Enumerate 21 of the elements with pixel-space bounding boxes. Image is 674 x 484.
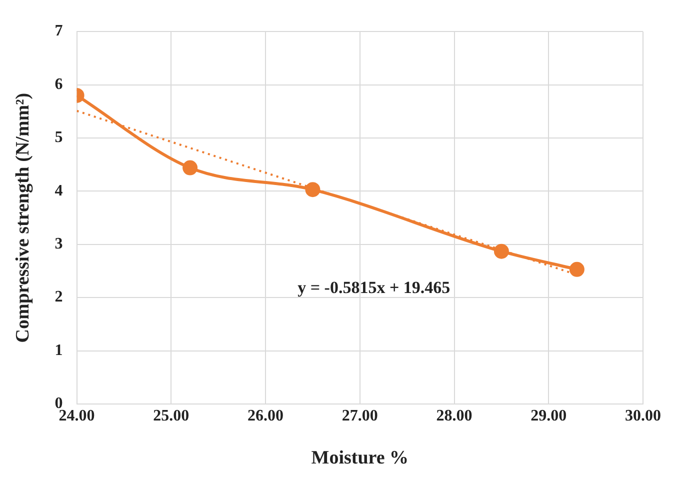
- point: [305, 182, 320, 198]
- x-tick-label: 30.00: [625, 408, 661, 425]
- x-tick-label: 25.00: [153, 408, 190, 425]
- y-tick-label: 7: [54, 22, 63, 40]
- y-axis-title: Compressive strength (N/mm²): [12, 92, 34, 343]
- x-tick-label: 27.00: [342, 408, 378, 425]
- x-tick-label: 24.00: [58, 408, 95, 425]
- y-tick-label: 5: [54, 129, 63, 146]
- point: [569, 262, 584, 277]
- x-tick-label: 26.00: [248, 408, 284, 425]
- y-tick-label: 3: [54, 236, 63, 253]
- y-tick-label: 6: [54, 76, 63, 93]
- point: [494, 244, 509, 259]
- x-axis-title: Moisture %: [311, 448, 409, 469]
- y-tick-label: 1: [54, 342, 63, 359]
- y-tick-label: 4: [54, 182, 63, 200]
- x-tick-label: 28.00: [436, 408, 472, 425]
- annotation: y = -0.5815x + 19.465: [298, 278, 450, 297]
- x-tick-label: 29.00: [530, 408, 567, 425]
- y-tick-label: 2: [54, 288, 63, 306]
- point: [182, 160, 198, 176]
